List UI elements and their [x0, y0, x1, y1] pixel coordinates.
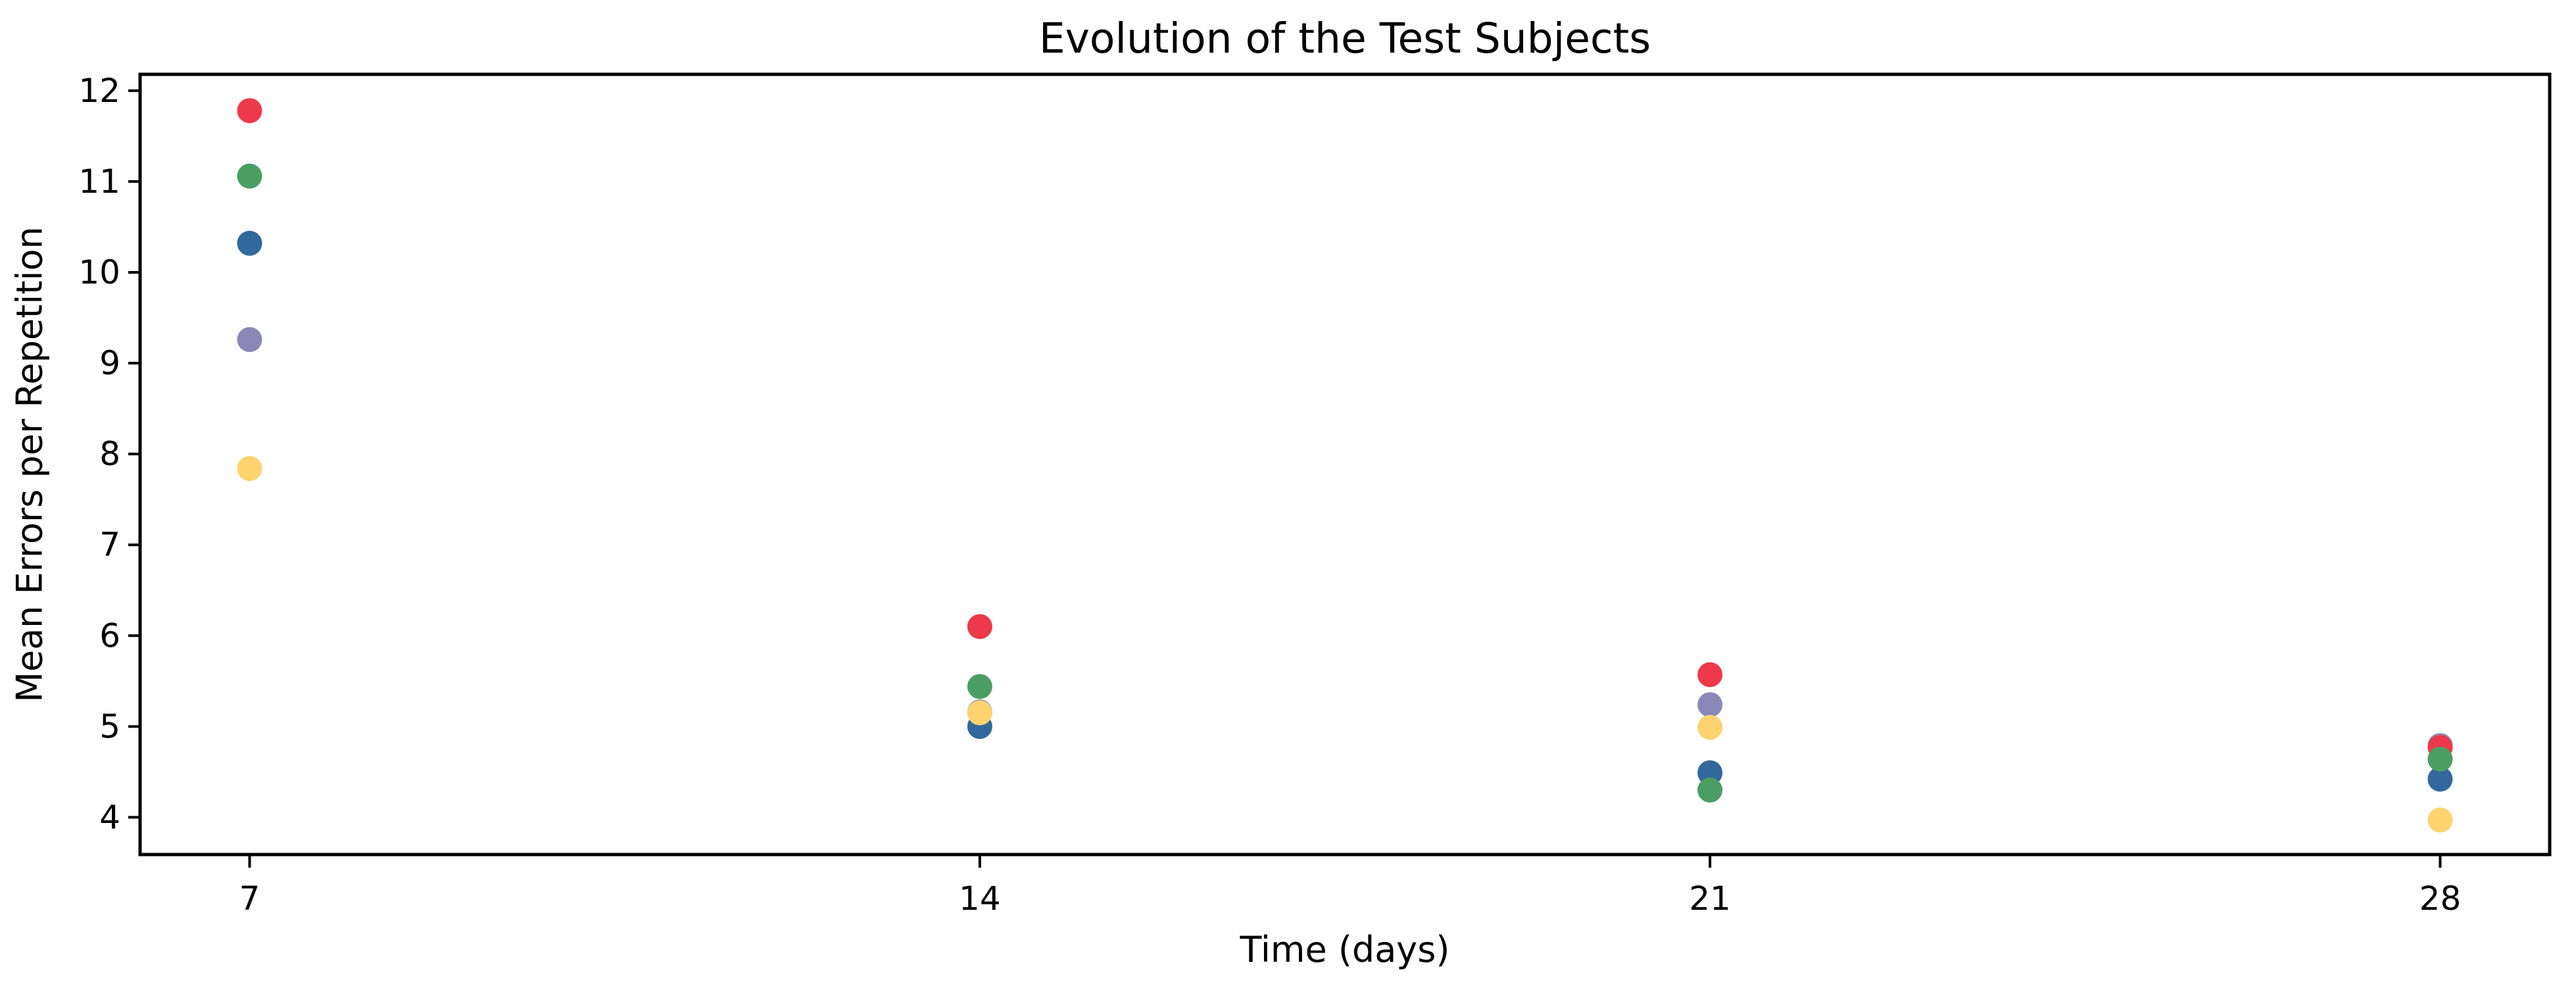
data-point-subject-red-day-7: [237, 98, 262, 124]
x-tick-label: 21: [1689, 880, 1731, 918]
data-point-subject-blue-day-28: [2427, 766, 2453, 792]
y-axis-label: Mean Errors per Repetition: [9, 226, 51, 703]
y-tick-label: 4: [99, 798, 120, 836]
data-point-subject-green-day-14: [967, 674, 992, 699]
data-point-subject-red-day-21: [1697, 662, 1723, 687]
axis-ticks: 4 5 6 7 8 9 10 11 12 7 14 21 28: [78, 72, 2461, 918]
y-tick-label: 9: [99, 344, 120, 382]
data-point-subject-yellow-day-7: [237, 456, 262, 482]
data-point-subject-green-day-28: [2427, 747, 2453, 772]
chart-title: Evolution of the Test Subjects: [1039, 14, 1651, 62]
data-point-subject-green-day-7: [237, 163, 262, 189]
data-point-subject-yellow-day-14: [967, 700, 992, 726]
x-tick-label: 28: [2419, 880, 2462, 918]
y-tick-label: 7: [99, 526, 120, 564]
data-point-subject-red-day-14: [967, 614, 992, 639]
x-tick-label: 14: [959, 880, 1001, 918]
data-point-subject-purple-day-7: [237, 327, 262, 353]
y-tick-label: 12: [78, 72, 120, 110]
y-tick-label: 10: [78, 253, 120, 291]
y-tick-label: 5: [99, 707, 120, 745]
plot-area: [138, 72, 2552, 857]
data-point-subject-yellow-day-28: [2427, 807, 2453, 833]
x-tick-label: 7: [239, 880, 260, 918]
y-tick-label: 11: [78, 162, 120, 201]
x-axis-label: Time (days): [1240, 929, 1450, 970]
data-points: [237, 98, 2453, 833]
data-point-subject-purple-day-21: [1697, 692, 1723, 718]
data-point-subject-yellow-day-21: [1697, 714, 1723, 740]
data-point-subject-blue-day-21: [1697, 760, 1723, 785]
y-tick-label: 6: [99, 616, 120, 655]
data-point-subject-blue-day-7: [237, 230, 262, 256]
y-tick-label: 8: [99, 435, 120, 473]
data-point-subject-green-day-21: [1697, 777, 1723, 803]
